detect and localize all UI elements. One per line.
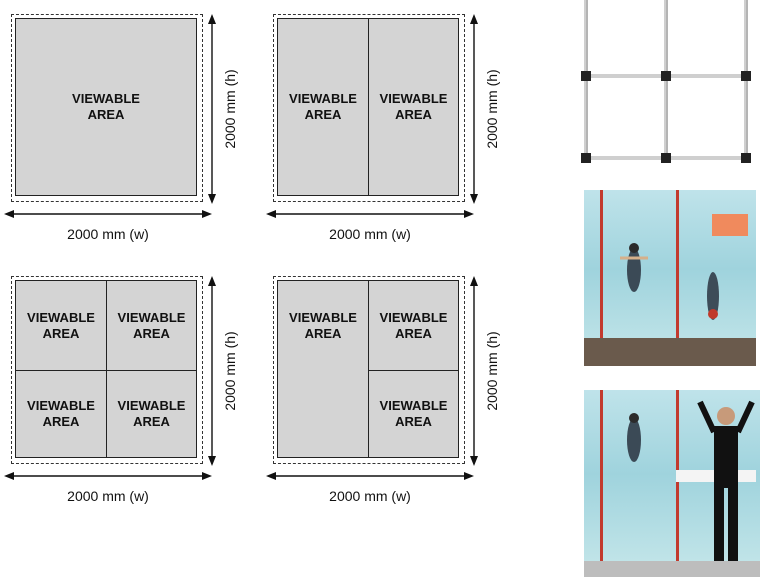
- height-dimension-arrow: [208, 14, 216, 204]
- outer-frame: [11, 14, 203, 202]
- panel-divider: [368, 19, 369, 195]
- person-image: [697, 400, 755, 577]
- width-dimension-arrow: [266, 210, 474, 218]
- panel-divider: [106, 281, 107, 457]
- viewable-area-label: VIEWABLE AREA: [72, 91, 140, 122]
- viewable-area-label: VIEWABLE AREA: [27, 309, 95, 341]
- floor-strip: [584, 561, 760, 577]
- height-label: 2000 mm (h): [484, 331, 500, 411]
- installation-photo: [584, 390, 760, 577]
- diagram-two-panel: VIEWABLE AREA VIEWABLE AREA 2000 mm (w) 20…: [262, 0, 502, 250]
- swimmer-image: [707, 272, 719, 320]
- printed-display-photo: [584, 190, 756, 366]
- height-label: 2000 mm (h): [222, 69, 238, 149]
- width-label: 2000 mm (w): [329, 226, 411, 242]
- frame-structure-photo: [578, 0, 754, 166]
- display-badge: [712, 214, 748, 236]
- width-label: 2000 mm (w): [67, 226, 149, 242]
- width-label: 2000 mm (w): [67, 488, 149, 504]
- viewable-panel: VIEWABLE AREA VIEWABLE AREA VIEWABLE AREA V…: [15, 280, 197, 458]
- lane-rope: [600, 390, 603, 577]
- panel-divider: [16, 370, 196, 371]
- height-label: 2000 mm (h): [484, 69, 500, 149]
- outer-frame: [273, 276, 465, 464]
- viewable-panel: VIEWABLE AREA VIEWABLE AREA VIEWABLE AREA: [277, 280, 459, 458]
- panel-divider: [368, 281, 369, 457]
- diagram-single: VIEWABLE AREA 2000 mm (w) 2000 mm (h): [0, 0, 240, 250]
- viewable-area-label: VIEWABLE AREA: [117, 309, 186, 341]
- width-dimension-arrow: [4, 210, 212, 218]
- height-dimension-arrow: [208, 276, 216, 466]
- panel-divider: [368, 370, 458, 371]
- swimmer-image: [627, 413, 641, 462]
- viewable-area-label: VIEWABLE AREA: [379, 309, 448, 341]
- swimmer-image: [620, 243, 648, 292]
- width-dimension-arrow: [4, 472, 212, 480]
- viewable-area-label: VIEWABLE AREA: [379, 398, 448, 429]
- diagram-four-panel: VIEWABLE AREA VIEWABLE AREA VIEWABLE AREA V…: [0, 262, 240, 512]
- viewable-area-label: VIEWABLE AREA: [289, 309, 357, 341]
- outer-frame: [273, 14, 465, 202]
- viewable-area-label: VIEWABLE AREA: [289, 91, 357, 122]
- lane-rope: [676, 190, 679, 366]
- floor-strip: [584, 338, 756, 366]
- viewable-area-label: VIEWABLE AREA: [117, 398, 186, 429]
- width-dimension-arrow: [266, 472, 474, 480]
- viewable-area-label: VIEWABLE AREA: [379, 91, 448, 122]
- viewable-panel: VIEWABLE AREA: [15, 18, 197, 196]
- lane-rope: [676, 390, 679, 577]
- viewable-area-label: VIEWABLE AREA: [27, 398, 95, 429]
- viewable-panel: VIEWABLE AREA VIEWABLE AREA: [277, 18, 459, 196]
- diagram-three-panel: VIEWABLE AREA VIEWABLE AREA VIEWABLE AREA 2…: [262, 262, 502, 512]
- height-dimension-arrow: [470, 276, 478, 466]
- width-label: 2000 mm (w): [329, 488, 411, 504]
- height-label: 2000 mm (h): [222, 331, 238, 411]
- height-dimension-arrow: [470, 14, 478, 204]
- outer-frame: [11, 276, 203, 464]
- lane-rope: [600, 190, 603, 366]
